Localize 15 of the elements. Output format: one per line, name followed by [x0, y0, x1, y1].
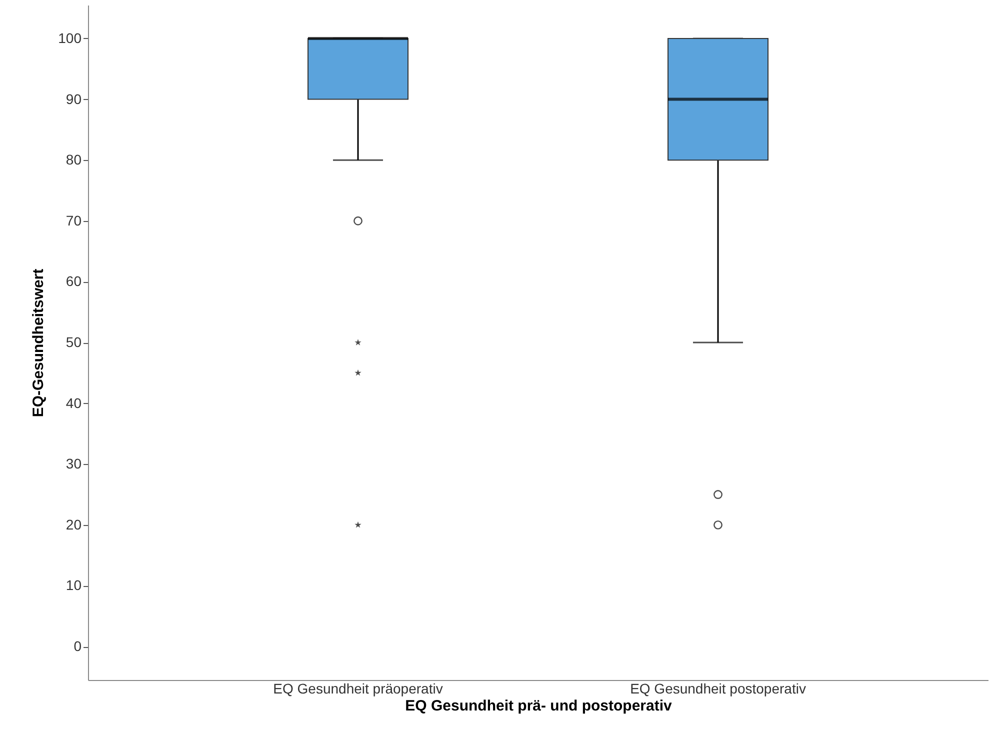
y-tick-label: 20 [66, 516, 82, 532]
x-tick-label: EQ Gesundheit präoperativ [273, 680, 443, 696]
x-tick-label: EQ Gesundheit postoperativ [630, 680, 806, 696]
y-axis-title: EQ-Gesundheitswert [30, 268, 48, 418]
y-tick-label: 30 [66, 456, 82, 472]
y-tick-label: 90 [66, 90, 82, 107]
y-tick-label: 50 [66, 334, 82, 350]
y-tick-label: 0 [74, 638, 82, 654]
y-tick-label: 10 [66, 577, 82, 594]
y-tick-label: 60 [66, 273, 82, 290]
y-tick-label: 40 [66, 394, 82, 411]
y-tick-label: 100 [58, 30, 82, 46]
x-axis-title: EQ Gesundheit prä- und postoperativ [405, 698, 672, 714]
y-tick-label: 80 [66, 152, 82, 168]
y-tick-label: 70 [66, 212, 82, 228]
